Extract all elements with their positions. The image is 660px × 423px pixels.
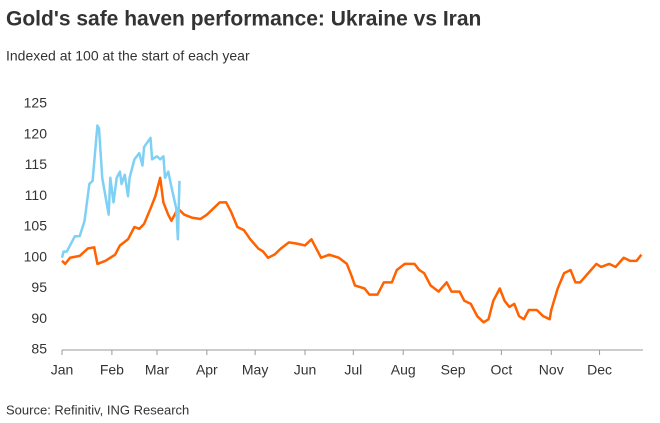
x-tick-label: Jan [51,362,74,378]
x-tick-label: Aug [391,362,416,378]
chart-subtitle: Indexed at 100 at the start of each year [6,48,250,64]
y-tick-label: 100 [24,248,48,264]
x-tick-label: Jun [294,362,317,378]
y-tick-label: 115 [25,156,48,172]
x-tick-label: Feb [100,362,124,378]
x-tick-label: Mar [145,362,169,378]
chart-title: Gold's safe haven performance: Ukraine v… [6,8,481,31]
y-tick-label: 90 [31,310,47,326]
y-tick-label: 125 [24,95,48,111]
y-tick-label: 120 [24,125,48,141]
series-line [60,124,181,259]
source-note: Source: Refinitiv, ING Research [6,402,189,417]
y-tick-label: 95 [31,279,47,295]
x-tick-label: Nov [539,362,564,378]
y-tick-label: 105 [24,218,48,234]
x-tick-label: Sep [441,362,466,378]
x-tick-label: Dec [587,362,612,378]
series-line [61,176,643,324]
x-tick-label: May [242,362,268,378]
x-tick-label: Oct [490,362,512,378]
y-tick-label: 110 [25,187,48,203]
x-tick-label: Jul [344,362,362,378]
y-tick-label: 85 [31,341,47,357]
x-tick-label: Apr [196,362,218,378]
